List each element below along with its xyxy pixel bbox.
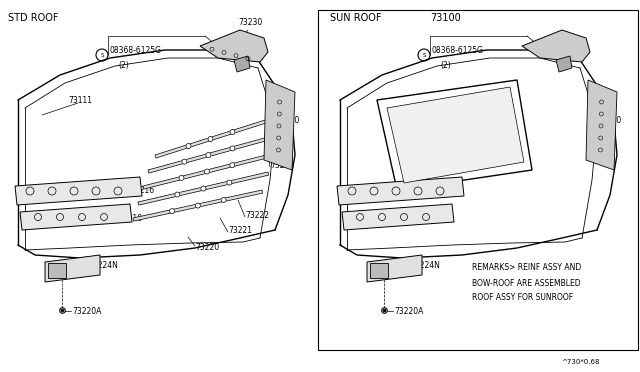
Polygon shape bbox=[200, 30, 268, 62]
Text: S: S bbox=[100, 52, 104, 58]
Circle shape bbox=[230, 129, 235, 135]
Polygon shape bbox=[377, 80, 532, 190]
Circle shape bbox=[186, 144, 191, 148]
Polygon shape bbox=[264, 80, 295, 170]
Bar bbox=[318, 10, 638, 350]
Polygon shape bbox=[387, 87, 524, 183]
Circle shape bbox=[206, 153, 211, 158]
Text: 73221: 73221 bbox=[228, 225, 252, 234]
Text: 73310: 73310 bbox=[275, 115, 300, 125]
Polygon shape bbox=[586, 80, 617, 170]
Polygon shape bbox=[15, 177, 142, 205]
Circle shape bbox=[221, 198, 226, 202]
Polygon shape bbox=[155, 120, 266, 158]
Text: 73111: 73111 bbox=[68, 96, 92, 105]
Text: 73100: 73100 bbox=[430, 13, 461, 23]
Circle shape bbox=[175, 192, 180, 197]
Polygon shape bbox=[45, 255, 100, 282]
Text: REMARKS> REINF ASSY AND: REMARKS> REINF ASSY AND bbox=[472, 263, 581, 273]
Text: 73220: 73220 bbox=[195, 244, 219, 253]
Polygon shape bbox=[337, 177, 464, 205]
Polygon shape bbox=[234, 56, 250, 72]
Text: 73310: 73310 bbox=[597, 115, 621, 125]
Circle shape bbox=[201, 186, 206, 191]
Text: 73224N: 73224N bbox=[88, 260, 118, 269]
Bar bbox=[370, 263, 388, 278]
Circle shape bbox=[230, 146, 235, 151]
Polygon shape bbox=[133, 190, 262, 221]
Circle shape bbox=[230, 163, 235, 168]
Polygon shape bbox=[367, 255, 422, 282]
Polygon shape bbox=[143, 154, 271, 189]
Polygon shape bbox=[148, 137, 269, 173]
Circle shape bbox=[227, 180, 232, 185]
Text: 73223: 73223 bbox=[270, 160, 294, 170]
Polygon shape bbox=[556, 56, 572, 72]
Text: 73220A: 73220A bbox=[72, 308, 101, 317]
Text: ROOF ASSY FOR SUNROOF: ROOF ASSY FOR SUNROOF bbox=[472, 294, 573, 302]
Polygon shape bbox=[342, 204, 454, 230]
Text: BOW-ROOF ARE ASSEMBLED: BOW-ROOF ARE ASSEMBLED bbox=[472, 279, 580, 288]
Text: STD ROOF: STD ROOF bbox=[8, 13, 58, 23]
Circle shape bbox=[195, 203, 200, 208]
Text: 73216: 73216 bbox=[130, 186, 154, 195]
Polygon shape bbox=[20, 204, 132, 230]
Circle shape bbox=[179, 176, 184, 180]
Text: 08368-6125G: 08368-6125G bbox=[110, 45, 162, 55]
Text: 08368-6125G: 08368-6125G bbox=[432, 45, 484, 55]
Text: 73220A: 73220A bbox=[394, 308, 424, 317]
Polygon shape bbox=[522, 30, 590, 62]
Circle shape bbox=[208, 137, 213, 141]
Text: 73222: 73222 bbox=[245, 211, 269, 219]
Text: S: S bbox=[422, 52, 426, 58]
Bar bbox=[48, 263, 66, 278]
Text: (2): (2) bbox=[440, 61, 451, 70]
Text: ^730*0.68: ^730*0.68 bbox=[561, 359, 599, 365]
Circle shape bbox=[182, 159, 187, 164]
Text: 73224N: 73224N bbox=[410, 260, 440, 269]
Circle shape bbox=[170, 209, 175, 214]
Circle shape bbox=[204, 169, 209, 174]
Text: SUN ROOF: SUN ROOF bbox=[330, 13, 381, 23]
Text: 73230: 73230 bbox=[238, 17, 262, 26]
Text: (2): (2) bbox=[118, 61, 129, 70]
Text: 73210: 73210 bbox=[118, 214, 142, 222]
Polygon shape bbox=[138, 172, 269, 205]
